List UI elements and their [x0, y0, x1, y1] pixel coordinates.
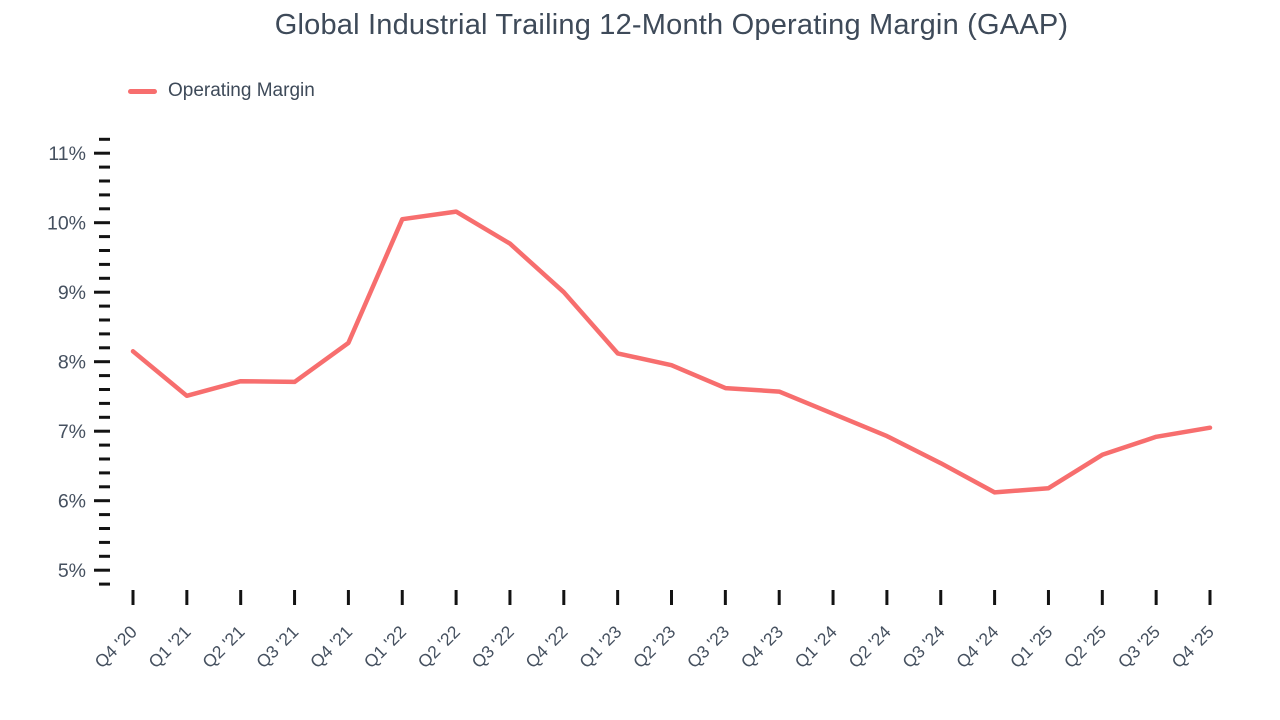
x-axis-label: Q1 '21	[144, 622, 194, 672]
x-axis-label: Q4 '24	[952, 621, 1002, 671]
x-axis-label: Q3 '25	[1114, 622, 1164, 672]
x-axis-label: Q4 '21	[306, 622, 356, 672]
y-axis-label: 10%	[47, 213, 86, 235]
x-axis-label: Q2 '25	[1060, 622, 1110, 672]
x-axis-label: Q2 '21	[198, 622, 248, 672]
chart-title: Global Industrial Trailing 12-Month Oper…	[274, 9, 1069, 41]
x-axis-label: Q3 '22	[468, 622, 518, 672]
legend: Operating Margin	[128, 80, 315, 102]
y-axis-label: 5%	[58, 560, 86, 582]
y-axis-label: 6%	[58, 491, 86, 513]
x-axis-label: Q2 '23	[629, 622, 679, 672]
x-axis-label: Q4 '23	[737, 622, 787, 672]
x-axis-label: Q1 '22	[360, 622, 410, 672]
x-axis-label: Q3 '24	[898, 621, 948, 671]
y-axis-label: 8%	[58, 352, 86, 374]
operating-margin-line	[130, 209, 1213, 495]
x-axis-label: Q3 '23	[683, 622, 733, 672]
y-axis-label: 7%	[58, 421, 86, 443]
legend-item-label: Operating Margin	[168, 80, 315, 101]
x-axis-label: Q3 '21	[252, 622, 302, 672]
x-axis-label: Q4 '25	[1168, 622, 1218, 672]
x-axis-label: Q1 '24	[791, 621, 841, 671]
y-axis-label: 9%	[58, 282, 86, 304]
x-axis-label: Q4 '22	[521, 622, 571, 672]
x-axis-label: Q4 '20	[91, 621, 141, 671]
x-axis-label: Q1 '25	[1006, 622, 1056, 672]
x-axis-label: Q2 '24	[845, 621, 895, 671]
legend-line-swatch	[128, 88, 157, 94]
legend-item-operating-margin[interactable]: Operating Margin	[128, 80, 315, 102]
y-axis-label: 11%	[48, 143, 86, 165]
x-axis-label: Q1 '23	[575, 622, 625, 672]
x-axis-label: Q2 '22	[414, 622, 464, 672]
